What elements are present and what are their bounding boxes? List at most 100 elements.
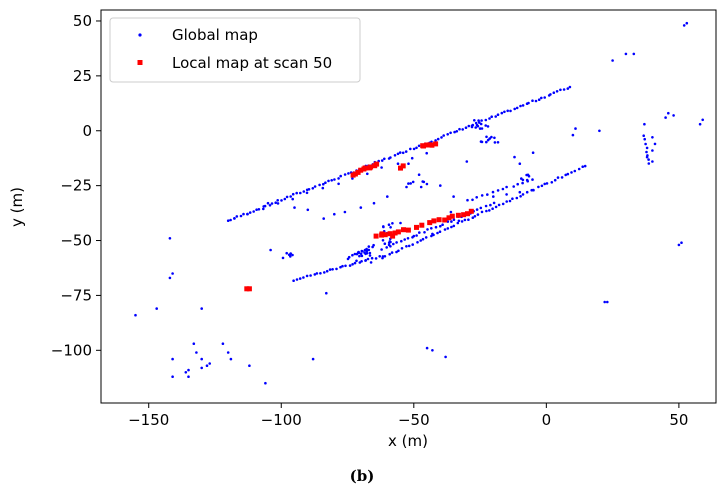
global-map-point	[360, 249, 364, 253]
global-map-point	[347, 172, 350, 175]
legend: Global map Local map at scan 50	[109, 17, 361, 83]
global-map-point	[512, 185, 515, 188]
global-map-point	[359, 252, 363, 256]
global-map-point	[491, 207, 494, 210]
local-map-point	[414, 224, 419, 230]
global-map-point	[311, 187, 315, 190]
global-map-point	[418, 231, 421, 234]
global-map-point	[246, 212, 249, 216]
global-map-point	[298, 277, 302, 280]
local-map-point	[355, 169, 361, 175]
global-map-point	[540, 184, 544, 188]
global-map-point	[645, 155, 649, 159]
legend-marker-global	[138, 33, 142, 37]
global-map-point	[417, 144, 421, 148]
global-map-point	[624, 52, 628, 56]
global-map-point	[521, 193, 525, 196]
global-map-point	[184, 371, 188, 374]
global-map-point	[381, 239, 385, 242]
global-map-point	[436, 231, 439, 235]
global-map-point	[366, 257, 370, 261]
global-map-point	[293, 206, 296, 209]
global-map-point	[333, 178, 336, 181]
global-map-point	[187, 375, 190, 379]
global-map-point	[685, 21, 689, 25]
global-map-point	[606, 300, 609, 304]
global-map-point	[436, 137, 440, 141]
global-map-point	[389, 226, 392, 229]
global-map-point	[556, 176, 560, 179]
global-map-point	[351, 263, 354, 266]
global-map-point	[444, 355, 447, 359]
global-map-point	[248, 364, 251, 368]
global-map-point	[434, 225, 438, 229]
global-map-point	[381, 255, 385, 258]
global-map-point	[537, 98, 541, 101]
global-map-point	[270, 202, 274, 205]
plot-frame	[100, 9, 717, 404]
global-map-point	[562, 88, 566, 91]
legend-label-global: Global map	[172, 26, 258, 44]
global-map-point	[333, 212, 336, 216]
global-map-point	[476, 213, 480, 216]
global-map-point	[315, 272, 319, 275]
local-map-point	[390, 233, 396, 239]
global-map-point	[452, 224, 456, 228]
global-map-point	[701, 118, 704, 122]
global-map-point	[252, 210, 255, 213]
global-map-point	[480, 194, 484, 197]
global-map-point	[242, 212, 245, 216]
global-map-point	[323, 271, 326, 274]
global-map-point	[603, 300, 606, 304]
global-map-point	[410, 156, 414, 160]
global-map-point	[358, 254, 361, 258]
global-map-point	[360, 260, 363, 263]
global-map-point	[519, 195, 522, 198]
global-map-point	[239, 214, 243, 218]
global-map-point	[494, 205, 498, 209]
global-map-point	[450, 225, 453, 229]
global-map-point	[337, 177, 340, 180]
global-map-point	[353, 261, 357, 265]
global-map-point	[442, 134, 446, 137]
global-map-point	[283, 197, 287, 201]
local-map-point	[246, 286, 252, 292]
global-map-point	[491, 190, 495, 194]
global-map-point	[506, 109, 510, 113]
global-map-point	[309, 274, 312, 277]
global-map-point	[407, 182, 410, 185]
local-map-point	[429, 142, 435, 148]
global-map-point	[365, 247, 368, 251]
global-map-point	[680, 241, 683, 244]
global-map-point	[564, 173, 567, 177]
global-map-point	[698, 122, 702, 126]
global-map-point	[171, 357, 174, 361]
local-map-point	[449, 213, 455, 219]
global-map-point	[339, 174, 343, 178]
local-map-point	[424, 142, 430, 148]
x-tick-label: 50	[669, 411, 688, 429]
global-map-point	[453, 130, 456, 134]
global-map-point	[461, 128, 465, 131]
global-map-point	[389, 156, 392, 159]
global-map-point	[295, 191, 299, 195]
global-map-point	[439, 224, 442, 228]
global-map-point	[368, 254, 372, 257]
global-map-point	[367, 245, 371, 248]
global-map-point	[257, 208, 261, 211]
global-map-point	[383, 242, 387, 245]
global-map-point	[493, 136, 496, 140]
global-map-point	[415, 146, 418, 150]
global-map-point	[291, 253, 294, 257]
y-tick-label: −100	[51, 341, 92, 359]
global-map-point	[274, 201, 278, 204]
global-map-point	[511, 197, 514, 200]
local-map-point	[421, 143, 426, 149]
y-tick-label: 50	[73, 12, 92, 30]
global-map-point	[470, 125, 474, 129]
global-map-point	[382, 225, 385, 229]
global-map-point	[521, 104, 525, 107]
global-map-point	[360, 254, 364, 258]
global-map-point	[496, 189, 500, 192]
global-map-point	[611, 59, 614, 62]
